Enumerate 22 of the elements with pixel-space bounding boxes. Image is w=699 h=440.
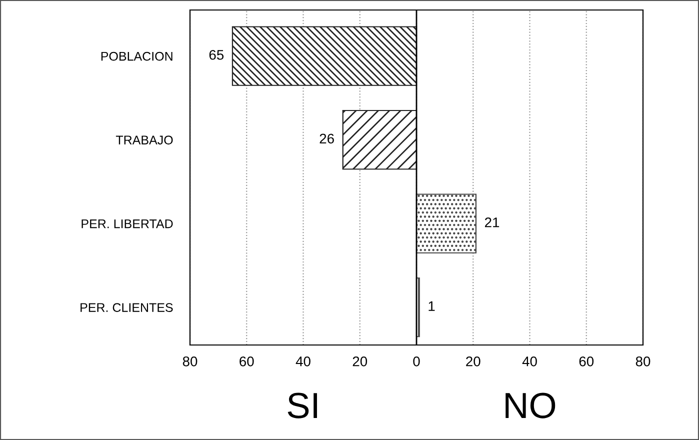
x-tick-label: 40 xyxy=(522,356,537,366)
y-tick-label: TRABAJO xyxy=(116,136,173,144)
text: NO xyxy=(506,392,556,418)
x-tick-label: 40 xyxy=(296,356,310,366)
x-tick-label: 20 xyxy=(352,356,368,366)
y-tick-label: POBLACION xyxy=(101,52,172,61)
data-label: 65 xyxy=(209,50,224,60)
x-tick-label: 0 xyxy=(413,356,420,366)
bar xyxy=(232,26,418,86)
x-tick-label: 60 xyxy=(240,356,254,366)
bar xyxy=(416,194,477,254)
x-tick-label: 80 xyxy=(182,356,198,366)
x-tick-label: 80 xyxy=(636,356,650,366)
y-tick-label: PER. LIBERTAD xyxy=(82,219,173,228)
bar xyxy=(342,110,418,170)
y-tick-label: PER. CLIENTES xyxy=(80,303,173,312)
x-tick-label: 60 xyxy=(579,356,594,366)
data-label: 26 xyxy=(320,134,334,144)
data-label: 1 xyxy=(428,301,435,311)
text: SI xyxy=(288,392,317,418)
data-label: 21 xyxy=(484,217,500,228)
x-tick-label: 20 xyxy=(466,356,480,366)
